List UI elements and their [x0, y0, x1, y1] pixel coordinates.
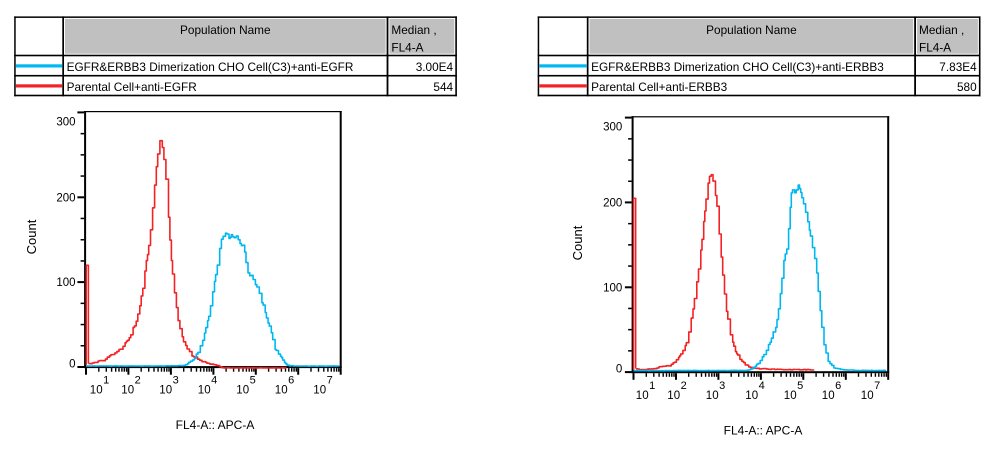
svg-text:102: 102	[667, 380, 686, 402]
svg-text:107: 107	[861, 380, 880, 402]
svg-text:100: 100	[603, 282, 622, 294]
svg-text:104: 104	[198, 375, 217, 397]
svg-text:Population Name: Population Name	[706, 23, 797, 37]
svg-text:106: 106	[275, 375, 294, 397]
svg-text:105: 105	[236, 375, 255, 397]
svg-text:300: 300	[56, 116, 75, 128]
svg-text:Parental Cell+anti-EGFR: Parental Cell+anti-EGFR	[67, 80, 197, 94]
svg-text:200: 200	[56, 192, 75, 204]
svg-text:200: 200	[603, 198, 622, 210]
svg-text:Parental Cell+anti-ERBB3: Parental Cell+anti-ERBB3	[591, 80, 728, 94]
svg-text:104: 104	[745, 380, 764, 402]
svg-text:107: 107	[313, 375, 332, 397]
svg-text:102: 102	[121, 375, 140, 397]
svg-text:0: 0	[69, 359, 75, 371]
svg-text:300: 300	[603, 122, 622, 134]
svg-text:101: 101	[636, 380, 655, 402]
svg-text:EGFR&ERBB3 Dimerization CHO Ce: EGFR&ERBB3 Dimerization CHO Cell(C3)+ant…	[67, 60, 354, 74]
svg-text:EGFR&ERBB3 Dimerization CHO Ce: EGFR&ERBB3 Dimerization CHO Cell(C3)+ant…	[591, 60, 884, 74]
svg-text:103: 103	[159, 375, 178, 397]
svg-text:FL4-A: FL4-A	[919, 40, 951, 54]
svg-text:100: 100	[56, 277, 75, 289]
svg-text:FL4-A:: APC-A: FL4-A:: APC-A	[724, 424, 803, 438]
svg-text:3.00E4: 3.00E4	[416, 60, 454, 74]
svg-text:FL4-A:: APC-A: FL4-A:: APC-A	[176, 418, 255, 432]
svg-text:580: 580	[957, 80, 977, 94]
svg-text:Median ,: Median ,	[919, 23, 964, 37]
svg-text:Median ,: Median ,	[391, 23, 436, 37]
svg-text:103: 103	[706, 380, 725, 402]
svg-text:0: 0	[616, 364, 622, 376]
svg-text:7.83E4: 7.83E4	[939, 60, 977, 74]
svg-text:544: 544	[433, 80, 453, 94]
svg-text:FL4-A: FL4-A	[391, 40, 423, 54]
svg-text:105: 105	[784, 380, 803, 402]
svg-text:101: 101	[90, 375, 109, 397]
svg-text:106: 106	[822, 380, 841, 402]
svg-text:Population Name: Population Name	[180, 23, 271, 37]
